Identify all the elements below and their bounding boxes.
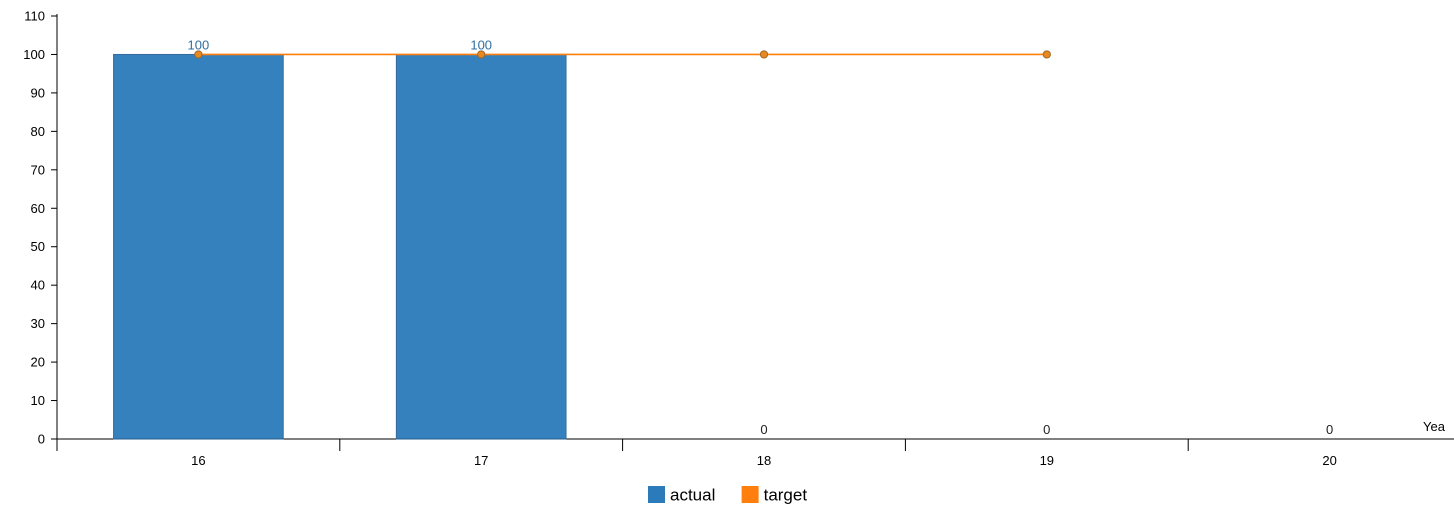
legend-swatch [648, 486, 665, 503]
bar-value-label: 0 [760, 422, 767, 437]
bar-labels: 100 100 0 0 0 [188, 37, 1334, 437]
legend[interactable]: actual target [648, 486, 807, 505]
legend-label: target [764, 486, 808, 505]
legend-item-target[interactable]: target [741, 486, 808, 505]
y-axis: 0 10 20 30 40 50 60 70 80 90 100 110 [23, 9, 58, 447]
y-tick-label: 80 [31, 124, 45, 139]
target-line [194, 50, 1051, 59]
y-tick-label: 30 [31, 316, 45, 331]
legend-item-actual[interactable]: actual [648, 486, 715, 505]
y-tick-label: 70 [31, 162, 45, 177]
target-point[interactable] [194, 50, 203, 59]
y-tick-label: 100 [23, 47, 45, 62]
y-tick-label: 60 [31, 201, 45, 216]
x-tick-label: 18 [757, 453, 771, 468]
legend-swatch [741, 486, 759, 503]
x-tick-label: 17 [474, 453, 488, 468]
legend-label: actual [670, 486, 715, 505]
target-point[interactable] [759, 50, 769, 59]
y-tick-label: 0 [38, 432, 45, 447]
x-axis: 16 17 18 19 20 Yea [56, 419, 1454, 468]
bar-value-label: 100 [188, 37, 210, 52]
bar-actual[interactable] [113, 53, 284, 440]
x-tick-label: 20 [1322, 453, 1336, 468]
bar-value-label: 100 [470, 37, 492, 52]
y-tick-label: 40 [31, 278, 45, 293]
y-tick-label: 10 [31, 393, 45, 408]
x-tick-label: 19 [1040, 453, 1054, 468]
x-axis-title: Yea [1423, 419, 1446, 434]
y-tick-label: 20 [31, 355, 45, 370]
x-tick-label: 16 [191, 453, 205, 468]
bar-value-label: 0 [1043, 422, 1050, 437]
target-point[interactable] [477, 50, 486, 59]
y-tick-label: 50 [31, 239, 45, 254]
bars [113, 53, 567, 440]
bar-actual[interactable] [395, 53, 567, 440]
target-point[interactable] [1042, 50, 1051, 59]
y-tick-label: 90 [31, 85, 45, 100]
y-tick-label: 110 [24, 9, 45, 24]
bar-value-label: 0 [1326, 422, 1333, 437]
